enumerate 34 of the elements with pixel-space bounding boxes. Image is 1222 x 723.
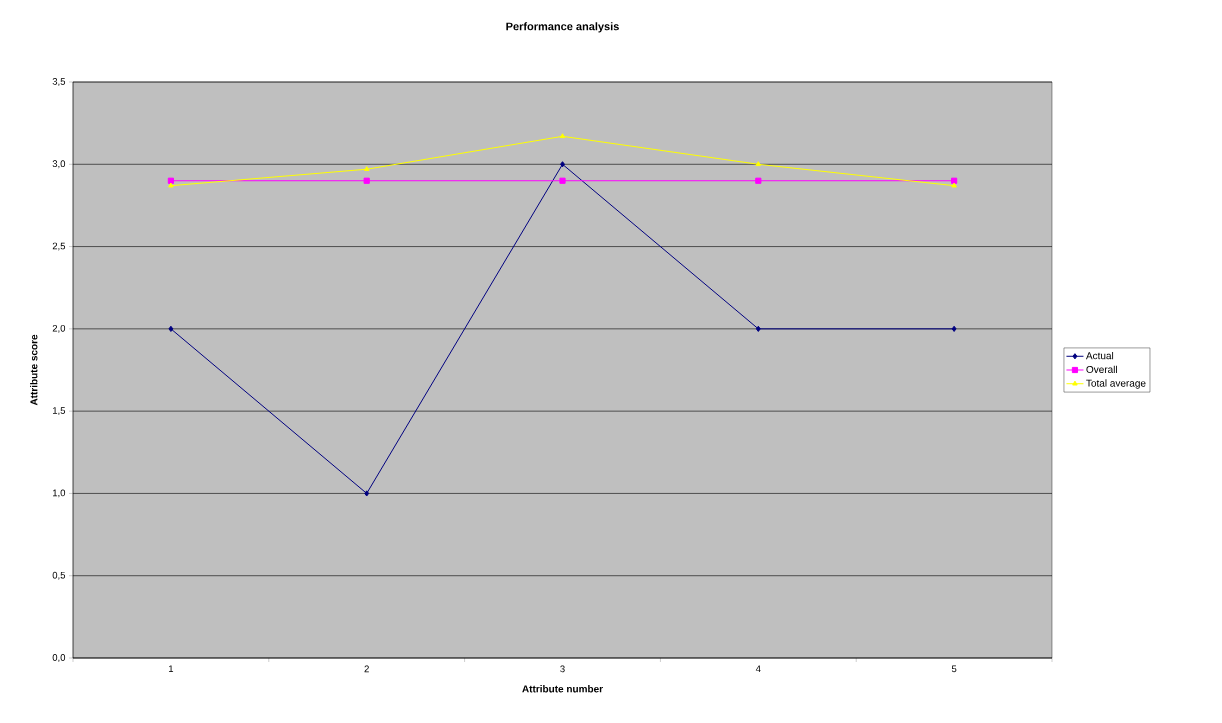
x-tick-label: 3 [560,665,565,673]
point [167,177,174,184]
point [168,325,174,332]
y-tick-label: 0,5 [52,571,66,580]
legend-label: Overall [1086,365,1117,373]
y-tick-label: 3,0 [52,160,66,169]
point [951,177,958,184]
y-tick-label: 1,0 [52,489,66,498]
point [755,177,762,184]
point [168,182,174,188]
point [363,166,370,172]
x-tick-label: 4 [755,665,761,673]
x-tick-label: 5 [951,665,957,673]
point [951,325,957,332]
chart-title: Performance analysis [506,22,619,33]
point [559,177,566,184]
x-tick-label: 1 [168,665,174,673]
point [363,177,370,184]
y-tick-label: 2,0 [52,324,66,333]
x-tick-label: 2 [364,665,369,673]
y-tick-label: 1,5 [52,407,66,416]
y-tick-label: 2,5 [52,242,66,251]
y-axis-title: Attribute score [30,334,38,406]
legend-label: Actual [1085,351,1114,360]
y-tick-label: 3,5 [52,78,66,86]
point [560,161,565,168]
y-tick-label: 0,0 [52,654,66,662]
point [755,161,762,167]
point [364,490,370,497]
point [951,182,957,188]
point [755,325,761,332]
x-axis-title: Attribute number [522,685,603,693]
point [559,133,566,139]
legend-label: Total average [1086,379,1146,389]
